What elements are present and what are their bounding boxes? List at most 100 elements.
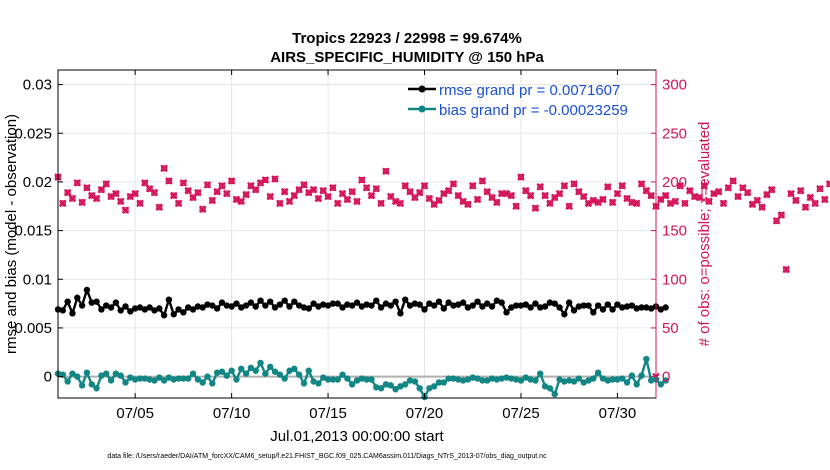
- obs-possible-point: [175, 200, 182, 207]
- rmse-point: [180, 309, 187, 316]
- bias-point: [392, 386, 399, 393]
- obs-possible-point: [74, 179, 81, 187]
- bias-point: [88, 381, 95, 388]
- bias-point: [657, 381, 665, 388]
- bias-point: [175, 375, 182, 382]
- obs-evaluated-point: [570, 180, 578, 188]
- bias-point: [440, 379, 448, 386]
- obs-evaluated-point: [59, 199, 67, 208]
- bias-point: [368, 376, 375, 383]
- bias-point: [619, 375, 626, 382]
- obs-evaluated-mark: [594, 198, 602, 207]
- obs-possible-point: [773, 217, 780, 225]
- bias-point: [628, 372, 636, 379]
- obs-possible-point: [749, 201, 756, 208]
- obs-possible-point: [484, 188, 491, 195]
- obs-evaluated-point: [772, 217, 781, 225]
- bias-point: [411, 378, 419, 385]
- y-right-tick-label: 50: [662, 320, 679, 337]
- obs-evaluated-mark: [420, 182, 429, 190]
- obs-possible-point: [580, 193, 587, 200]
- obs-evaluated-point: [290, 191, 299, 200]
- obs-possible-point: [565, 203, 573, 210]
- rmse-point: [310, 300, 317, 307]
- rmse-point: [628, 302, 636, 309]
- y-right-tick-label: 100: [662, 271, 687, 288]
- obs-evaluated-mark: [478, 177, 487, 185]
- bias-point: [127, 374, 134, 381]
- obs-possible-point: [426, 195, 433, 202]
- obs-evaluated-mark: [714, 187, 723, 196]
- bias-point: [406, 377, 414, 384]
- obs-evaluated-point: [753, 196, 762, 205]
- obs-evaluated-point: [734, 192, 742, 201]
- rmse-point: [638, 304, 645, 311]
- bias-point: [117, 372, 124, 379]
- obs-possible-point: [421, 182, 428, 190]
- bias-point: [291, 365, 298, 373]
- bias-point: [599, 375, 607, 382]
- rmse-point: [623, 303, 631, 310]
- bias-point: [532, 377, 539, 384]
- bias-point: [324, 376, 332, 383]
- obs-evaluated-point: [396, 199, 405, 208]
- x-tick-label: 07/10: [213, 405, 251, 422]
- obs-evaluated-point: [73, 179, 82, 187]
- rmse-point: [257, 297, 264, 304]
- obs-evaluated-mark: [107, 192, 115, 201]
- obs-evaluated-point: [285, 197, 294, 206]
- rmse-point: [189, 306, 197, 313]
- rmse-point: [484, 300, 491, 307]
- bias-point: [397, 383, 404, 390]
- bias-point: [556, 376, 563, 383]
- obs-possible-point: [213, 188, 221, 195]
- obs-possible-point: [739, 184, 747, 191]
- bias-point: [445, 375, 452, 382]
- rmse-point: [527, 304, 534, 311]
- obs-evaluated-mark: [353, 197, 361, 206]
- rmse-point: [464, 304, 472, 311]
- obs-evaluated-mark: [710, 189, 718, 198]
- rmse-point: [93, 298, 100, 305]
- rmse-point: [88, 299, 95, 306]
- rmse-point: [286, 303, 293, 310]
- obs-possible-point: [117, 198, 124, 205]
- bias-point: [170, 376, 177, 383]
- obs-evaluated-mark: [603, 183, 612, 191]
- rmse-point: [517, 302, 525, 309]
- obs-evaluated-point: [63, 188, 72, 197]
- rmse-point: [426, 300, 433, 307]
- obs-evaluated-mark: [734, 192, 742, 201]
- obs-evaluated-point: [710, 189, 718, 198]
- obs-evaluated-mark: [546, 199, 554, 208]
- rmse-point: [300, 304, 308, 311]
- rmse-point: [450, 302, 457, 309]
- rmse-point: [151, 307, 158, 314]
- bias-point: [300, 380, 308, 387]
- obs-evaluated-mark: [276, 199, 284, 208]
- obs-evaluated-mark: [531, 204, 540, 212]
- obs-evaluated-point: [589, 196, 598, 205]
- bias-point: [320, 374, 327, 381]
- rmse-point: [185, 304, 192, 311]
- obs-evaluated-point: [676, 182, 684, 190]
- rmse-point: [334, 300, 341, 307]
- obs-evaluated-mark: [758, 203, 766, 212]
- obs-evaluated-mark: [141, 179, 149, 187]
- bias-point: [561, 378, 568, 385]
- rmse-point: [619, 304, 626, 311]
- obs-possible-point: [807, 194, 814, 201]
- obs-evaluated-point: [300, 181, 308, 189]
- obs-evaluated-point: [719, 199, 728, 208]
- obs-possible-point: [411, 194, 419, 201]
- rmse-point: [373, 297, 380, 304]
- bias-point: [103, 370, 110, 377]
- obs-evaluated-mark: [155, 203, 164, 212]
- obs-possible-point: [527, 192, 534, 199]
- rmse-point: [209, 302, 216, 309]
- obs-evaluated-point: [440, 189, 448, 198]
- obs-possible-point: [382, 168, 390, 175]
- obs-evaluated-point: [97, 185, 106, 194]
- obs-possible-point: [686, 187, 693, 194]
- bias-point: [329, 376, 337, 383]
